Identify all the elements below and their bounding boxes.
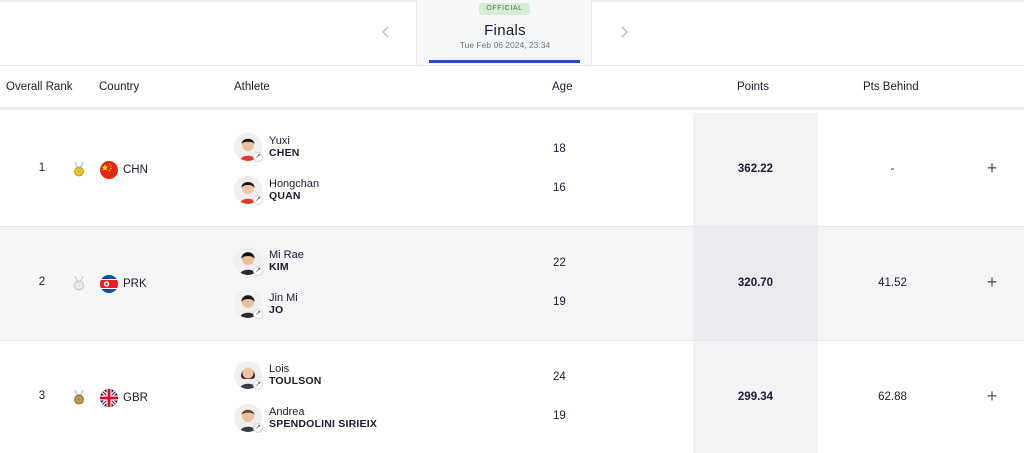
column-header-athlete[interactable]: Athlete [234, 81, 270, 93]
athlete-family-name: CHEN [269, 147, 300, 159]
chevron-left-icon[interactable] [378, 24, 394, 40]
athlete-entry[interactable]: ↗ Hongchan QUAN [234, 176, 534, 206]
pts-behind-value: 62.88 [878, 391, 907, 403]
link-arrow-icon: ↗ [253, 152, 263, 162]
points-value: 362.22 [737, 163, 774, 175]
bronze-medal-icon [71, 389, 87, 405]
athlete-entry[interactable]: ↗ Mi Rae KIM [234, 247, 534, 277]
points-cell-bg [693, 113, 818, 227]
rank-value: 1 [38, 162, 46, 174]
row-divider [0, 226, 1024, 227]
country-code: CHN [123, 164, 148, 176]
column-header-country[interactable]: Country [99, 81, 140, 93]
athlete-age: 19 [553, 410, 566, 422]
athlete-given-name: Hongchan [269, 178, 320, 190]
athlete-entry[interactable]: ↗ Andrea SPENDOLINI SIRIEIX [234, 404, 534, 434]
pts-behind-value: - [890, 163, 895, 175]
athlete-family-name: JO [269, 304, 284, 316]
athlete-age: 16 [553, 182, 566, 194]
column-header-pts-behind[interactable]: Pts Behind [863, 81, 919, 93]
flag-prk-icon [100, 275, 118, 293]
athlete-family-name: KIM [269, 261, 289, 273]
athlete-age: 22 [553, 257, 566, 269]
table-row[interactable]: 3 GBR ↗ Lois TOULSON 24 [0, 341, 1024, 453]
points-cell-bg [693, 227, 818, 341]
phase-date: Tue Feb 06 2024, 23:34 [459, 40, 551, 50]
table-row[interactable]: 1 CHN ↗ Yuxi CHEN 18 [0, 113, 1024, 227]
athlete-given-name: Lois [269, 363, 290, 375]
active-tab-indicator [429, 60, 580, 63]
athlete-entry[interactable]: ↗ Lois TOULSON [234, 361, 534, 391]
athlete-given-name: Mi Rae [269, 249, 304, 261]
row-divider [0, 340, 1024, 341]
athlete-given-name: Jin Mi [269, 292, 298, 304]
country-code: GBR [123, 392, 148, 404]
link-arrow-icon: ↗ [253, 266, 263, 276]
athlete-age: 19 [553, 296, 566, 308]
athlete-family-name: SPENDOLINI SIRIEIX [269, 418, 378, 430]
expand-row-icon[interactable]: + [986, 386, 998, 406]
athlete-age: 24 [553, 371, 566, 383]
table-row[interactable]: 2 PRK ↗ Mi Rae KIM 22 [0, 227, 1024, 341]
expand-row-icon[interactable]: + [986, 272, 998, 292]
column-header-age[interactable]: Age [552, 81, 573, 93]
gold-medal-icon [71, 161, 87, 177]
silver-medal-icon [71, 275, 87, 291]
link-arrow-icon: ↗ [253, 195, 263, 205]
athlete-entry[interactable]: ↗ Jin Mi JO [234, 290, 534, 320]
rank-value: 2 [38, 276, 46, 288]
athlete-given-name: Yuxi [269, 135, 290, 147]
athlete-entry[interactable]: ↗ Yuxi CHEN [234, 133, 534, 163]
flag-gbr-icon [100, 389, 118, 407]
official-badge: OFFICIAL [479, 3, 530, 15]
column-header-points[interactable]: Points [737, 81, 769, 93]
phase-tab-finals[interactable]: OFFICIAL Finals Tue Feb 06 2024, 23:34 [416, 0, 592, 65]
link-arrow-icon: ↗ [253, 309, 263, 319]
chevron-right-icon[interactable] [616, 24, 632, 40]
athlete-age: 18 [553, 143, 566, 155]
phase-navigator: OFFICIAL Finals Tue Feb 06 2024, 23:34 [0, 0, 1024, 65]
link-arrow-icon: ↗ [253, 423, 263, 433]
link-arrow-icon: ↗ [253, 380, 263, 390]
points-cell-bg [693, 341, 818, 453]
table-header: Overall Rank Country Athlete Age Points … [0, 65, 1024, 110]
country-code: PRK [123, 278, 147, 290]
points-value: 320.70 [737, 277, 774, 289]
athlete-given-name: Andrea [269, 406, 305, 418]
points-value: 299.34 [737, 391, 774, 403]
column-header-rank[interactable]: Overall Rank [6, 81, 73, 93]
phase-title: Finals [484, 22, 526, 39]
athlete-family-name: TOULSON [269, 375, 322, 387]
expand-row-icon[interactable]: + [986, 158, 998, 178]
athlete-family-name: QUAN [269, 190, 301, 202]
pts-behind-value: 41.52 [878, 277, 907, 289]
rank-value: 3 [38, 390, 46, 402]
flag-chn-icon [100, 161, 118, 179]
